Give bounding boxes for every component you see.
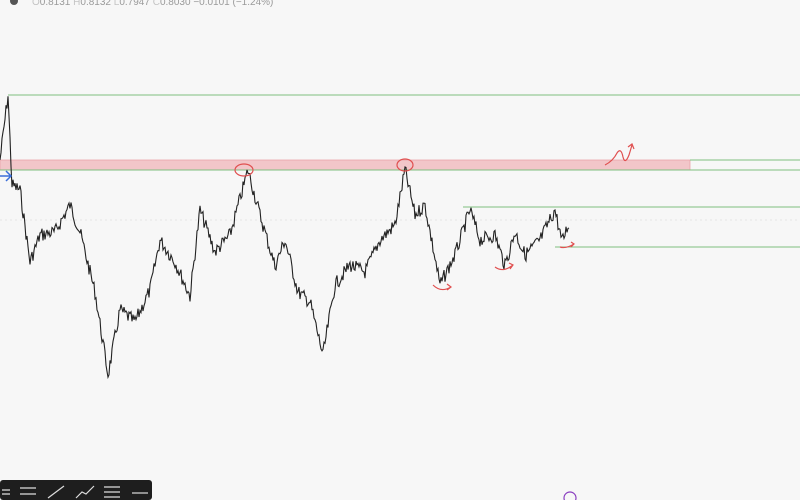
tool-icon[interactable] [2,489,10,495]
price-path [0,96,570,380]
tool-icon[interactable] [75,485,95,499]
ohlc-legend: O0.8131 H0.8132 L0.7947 C0.8030 −0.0101 … [32,0,273,8]
resistance-zone[interactable] [0,159,691,171]
annotations[interactable] [234,143,635,291]
arrow-marker[interactable] [0,170,13,182]
visibility-icon[interactable] [10,0,18,5]
tool-icon[interactable] [20,487,36,495]
tool-icon[interactable] [47,485,65,499]
drawing-toolbar [0,480,152,500]
alert-icon[interactable] [563,491,577,500]
tool-icon[interactable] [104,486,120,498]
